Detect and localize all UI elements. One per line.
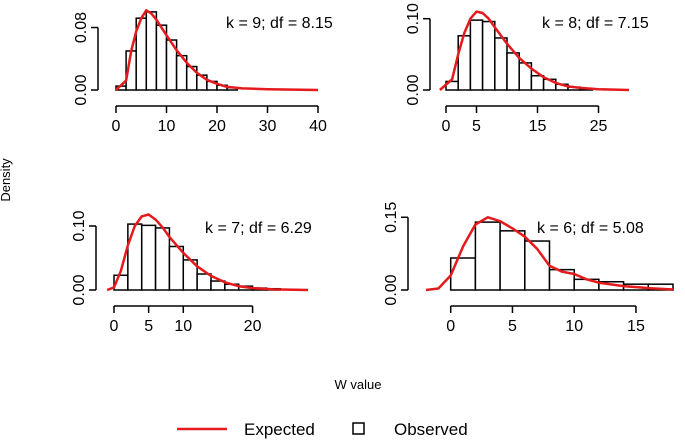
- legend-observed-label: Observed: [394, 420, 468, 439]
- histogram-bar: [145, 11, 158, 91]
- histogram-bar: [449, 257, 477, 291]
- x-tick-label: 0: [446, 318, 455, 335]
- y-tick-label: 0.00: [73, 74, 90, 105]
- histogram-bar: [499, 230, 526, 291]
- histogram-bar: [196, 273, 212, 291]
- histogram-bar: [530, 74, 545, 91]
- x-tick-label: 10: [158, 118, 176, 135]
- y-tick-label: 0.00: [71, 274, 88, 305]
- legend: Expected Observed: [177, 420, 468, 439]
- y-axis-title: Density: [0, 158, 13, 202]
- expected-density-curve: [115, 9, 319, 92]
- panel-1: 0 10 20 30 40 0.00 0.08 k = 9; df = 8.15: [73, 9, 333, 135]
- x-tick-label: 0: [110, 318, 119, 335]
- x-tick-label: 15: [529, 118, 547, 135]
- x-tick-label: 10: [174, 318, 192, 335]
- y-tick-label: 0.00: [383, 274, 400, 305]
- y-tick-label: 0.10: [405, 3, 422, 34]
- x-tick-label: 10: [565, 318, 583, 335]
- panel-2: 0 5 15 25 0.00 0.10 k = 8; df = 7.15: [405, 3, 649, 135]
- histogram-bar: [506, 52, 520, 91]
- histogram-bar: [469, 19, 484, 91]
- panel-annotation: k = 8; df = 7.15: [542, 15, 649, 32]
- x-tick-label: 15: [627, 318, 645, 335]
- panel-annotation: k = 9; df = 8.15: [226, 15, 333, 32]
- histogram-bar: [127, 223, 143, 291]
- x-tick-label: 0: [442, 118, 451, 135]
- x-tick-label: 20: [244, 318, 262, 335]
- x-tick-label: 5: [144, 318, 153, 335]
- x-tick-label: 25: [590, 118, 608, 135]
- histogram-bar: [474, 221, 501, 291]
- x-axis-title: W value: [335, 377, 382, 392]
- y-tick-label: 0.15: [383, 202, 400, 233]
- histogram-bar: [481, 20, 496, 91]
- y-tick-label: 0.08: [73, 12, 90, 43]
- legend-observed-swatch: [352, 422, 365, 435]
- panels: 0 10 20 30 400.000.08 k = 9; df = 8.150 5 15 250…: [71, 3, 674, 335]
- legend-expected-label: Expected: [244, 420, 315, 439]
- y-tick-label: 0.10: [71, 210, 88, 241]
- x-tick-label: 20: [208, 118, 226, 135]
- histogram-bar: [494, 37, 508, 91]
- y-tick-label: 0.00: [405, 74, 422, 105]
- panel-annotation: k = 7; df = 6.29: [205, 220, 312, 237]
- expected-density-curve: [425, 216, 674, 292]
- x-tick-label: 5: [508, 318, 517, 335]
- histogram-bar: [154, 227, 171, 291]
- expected-density-curve: [106, 213, 309, 292]
- histogram-bar: [168, 245, 185, 291]
- x-tick-label: 30: [259, 118, 277, 135]
- panel-4: 0 5 10 15 0.00 0.15 k = 6; df = 5.08: [383, 202, 674, 335]
- x-tick-label: 0: [112, 118, 121, 135]
- panel-annotation: k = 6; df = 5.08: [537, 220, 644, 237]
- x-tick-label: 40: [309, 118, 327, 135]
- panel-3: 0 5 10 20 0.00 0.10 k = 7; df = 6.29: [71, 210, 312, 335]
- expected-density-curve: [439, 10, 630, 92]
- histogram-bar: [140, 224, 157, 291]
- x-tick-label: 5: [472, 118, 481, 135]
